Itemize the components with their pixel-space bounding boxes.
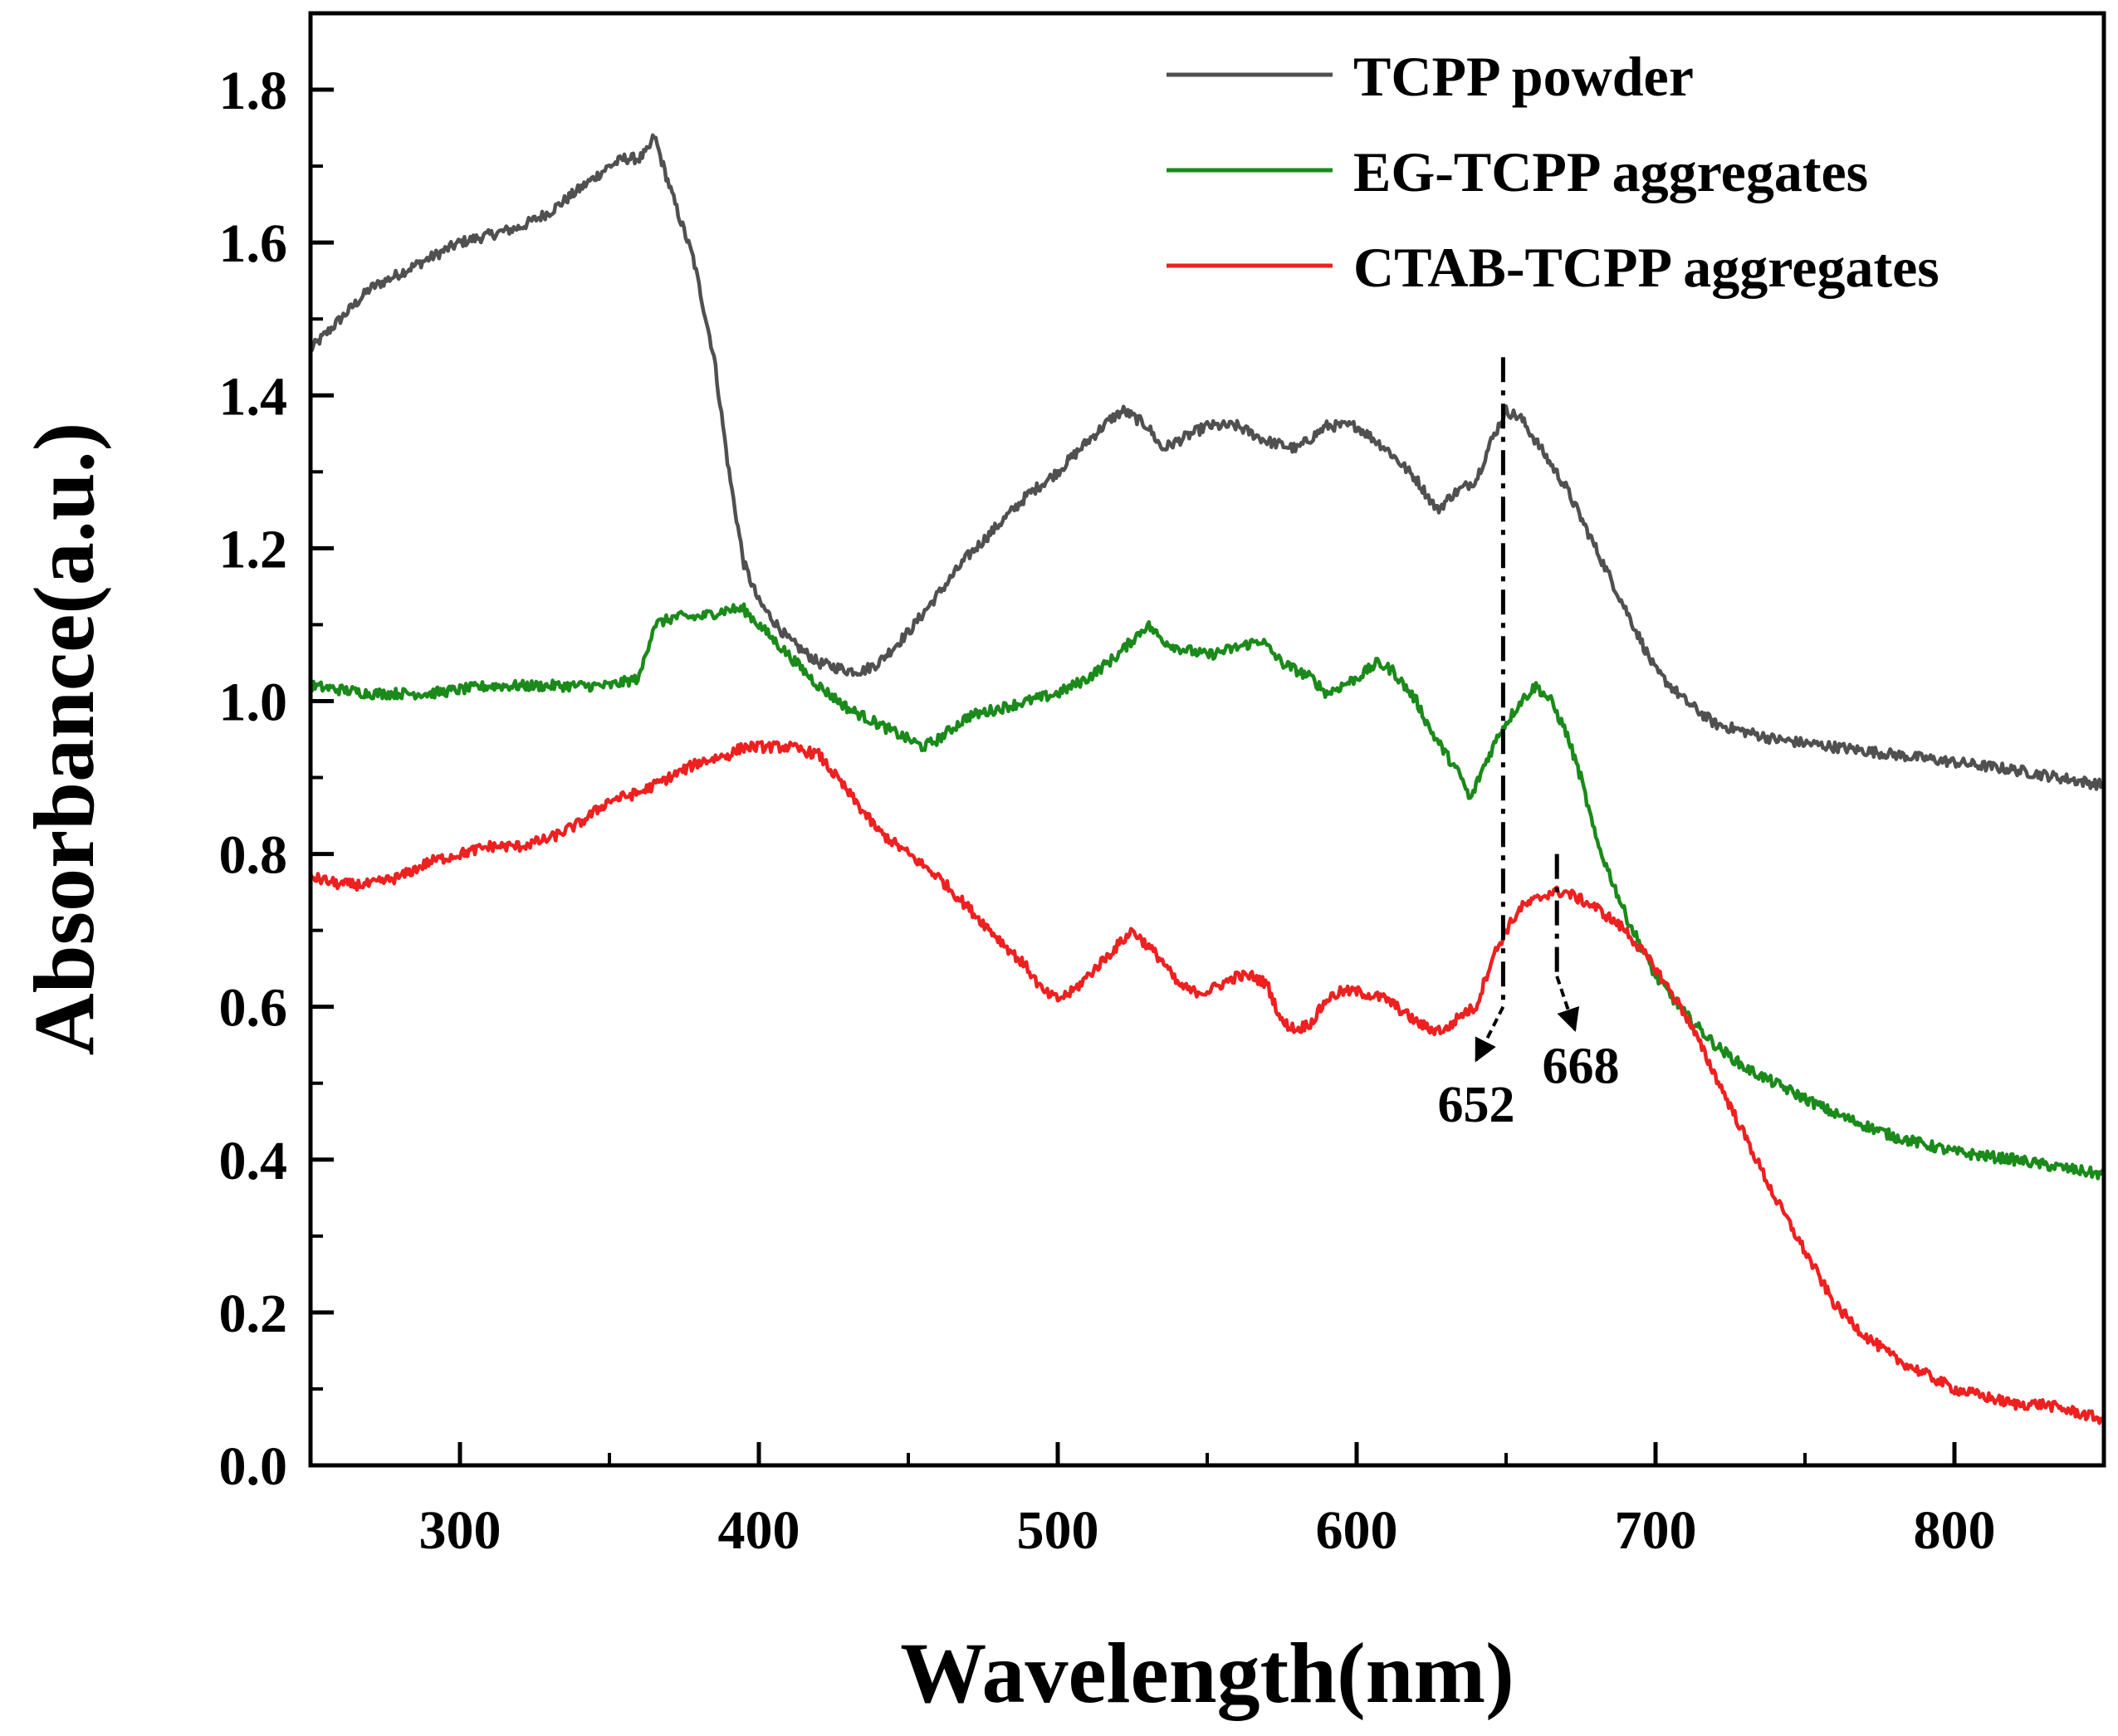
legend: TCPP powder EG-TCPP aggregates CTAB-TCPP a… bbox=[1167, 45, 1939, 299]
x-axis-label: Wavelength(nm) bbox=[900, 1626, 1514, 1721]
y-tick-label-1-8: 1.8 bbox=[219, 61, 288, 121]
x-tick-label-500: 500 bbox=[1017, 1500, 1099, 1561]
y-tick-label-1-6: 1.6 bbox=[219, 213, 288, 274]
series-line-tcpp-powder bbox=[309, 133, 2105, 791]
x-tick-label-800: 800 bbox=[1914, 1500, 1996, 1561]
peak-arrow-652 bbox=[1475, 1005, 1505, 1063]
y-tick-label-0-6: 0.6 bbox=[219, 978, 288, 1039]
y-axis: 0.0 0.2 0.4 0.6 0.8 1.0 1.2 1.4 1.6 1.8 bbox=[219, 12, 334, 1497]
y-tick-label-1-2: 1.2 bbox=[219, 519, 288, 579]
plot-frame bbox=[308, 11, 2106, 1468]
peak-arrow-668 bbox=[1555, 976, 1580, 1032]
legend-label-ctab-tcpp-aggregates: CTAB-TCPP aggregates bbox=[1353, 236, 1939, 299]
y-tick-label-0: 0.0 bbox=[219, 1436, 288, 1497]
legend-label-tcpp-powder: TCPP powder bbox=[1353, 45, 1694, 108]
annotation-layer: 652 668 bbox=[1438, 357, 1620, 1133]
y-tick-label-1: 1.0 bbox=[219, 672, 288, 732]
peak-label-668: 668 bbox=[1543, 1039, 1620, 1095]
series-line-eg-tcpp-aggregates bbox=[308, 602, 2106, 1181]
x-axis: 300 400 500 600 700 800 bbox=[419, 1442, 1996, 1561]
y-tick-label-0-4: 0.4 bbox=[219, 1131, 288, 1191]
legend-label-eg-tcpp-aggregates: EG-TCPP aggregates bbox=[1353, 140, 1868, 203]
series-line-ctab-tcpp-aggregates bbox=[308, 740, 2105, 1425]
peak-label-652: 652 bbox=[1438, 1077, 1515, 1133]
x-tick-label-400: 400 bbox=[718, 1500, 800, 1561]
y-axis-label: Absorbance(a.u.) bbox=[17, 423, 112, 1056]
x-tick-label-300: 300 bbox=[419, 1500, 501, 1561]
y-tick-label-1-4: 1.4 bbox=[219, 366, 288, 427]
y-tick-label-0-2: 0.2 bbox=[219, 1284, 288, 1344]
x-tick-label-600: 600 bbox=[1316, 1500, 1398, 1561]
y-tick-label-0-8: 0.8 bbox=[219, 825, 288, 886]
x-tick-label-700: 700 bbox=[1615, 1500, 1697, 1561]
curve-layer bbox=[308, 133, 2106, 1425]
